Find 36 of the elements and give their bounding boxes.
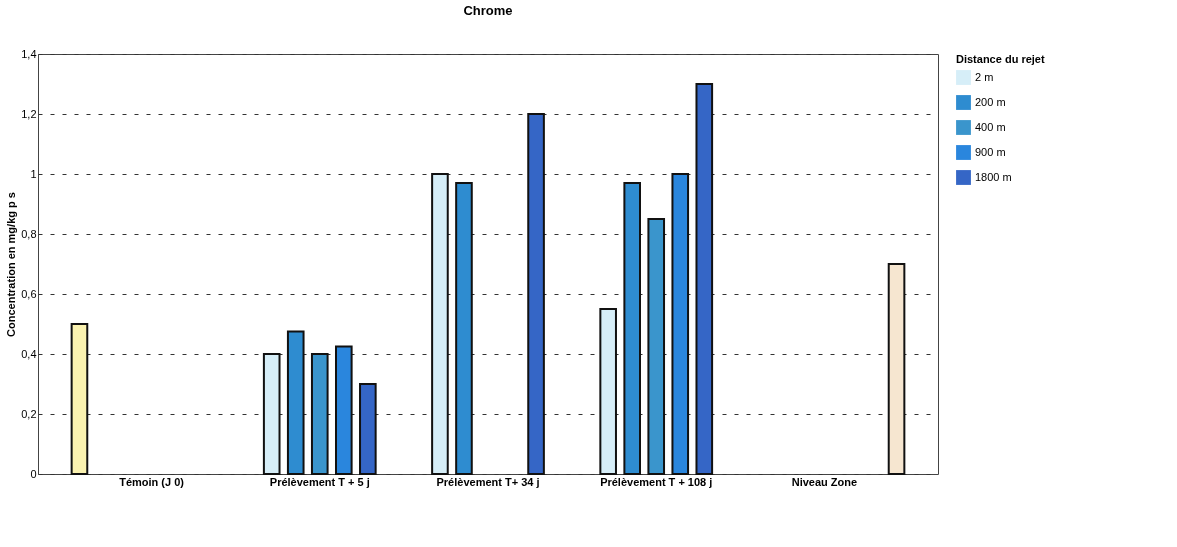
bar <box>695 83 714 475</box>
legend-label: 200 m <box>975 95 1006 108</box>
bar <box>431 173 449 475</box>
bar <box>359 383 377 475</box>
bar <box>599 308 617 475</box>
legend-label: 1800 m <box>975 170 1012 183</box>
y-tick-label: 0,6 <box>21 287 37 300</box>
legend-label: 400 m <box>975 120 1006 133</box>
y-axis-title: Concentration en mg/kg p s <box>5 192 18 337</box>
y-tick-label: 0,4 <box>21 347 37 360</box>
bar <box>310 353 329 475</box>
y-tick-label: 0 <box>30 467 37 480</box>
bar <box>623 182 641 475</box>
bar <box>647 218 666 475</box>
bar <box>455 182 473 475</box>
x-tick-label: Témoin (J 0) <box>119 475 185 488</box>
bar <box>70 323 89 475</box>
x-tick-label: Prélèvement T + 108 j <box>600 475 713 488</box>
bar <box>262 353 281 475</box>
y-tick-label: 1,2 <box>21 107 37 120</box>
bar <box>335 345 353 475</box>
legend-label: 2 m <box>975 70 994 83</box>
bar <box>887 263 906 475</box>
legend-title: Distance du rejet <box>956 53 1045 65</box>
y-tick-label: 1,4 <box>21 47 37 60</box>
y-tick-label: 0,2 <box>21 407 37 420</box>
y-tick-label: 1 <box>30 167 37 180</box>
y-tick-label: 0,8 <box>21 227 37 240</box>
x-tick-label: Prélèvement T+ 34 j <box>436 475 540 488</box>
bar <box>671 173 690 475</box>
bar <box>286 330 305 475</box>
x-tick-label: Niveau Zone <box>791 475 858 488</box>
legend-label: 900 m <box>975 145 1006 158</box>
bar <box>527 113 545 475</box>
x-tick-label: Prélèvement T + 5 j <box>269 475 370 488</box>
chart-title: Chrome <box>463 3 513 18</box>
